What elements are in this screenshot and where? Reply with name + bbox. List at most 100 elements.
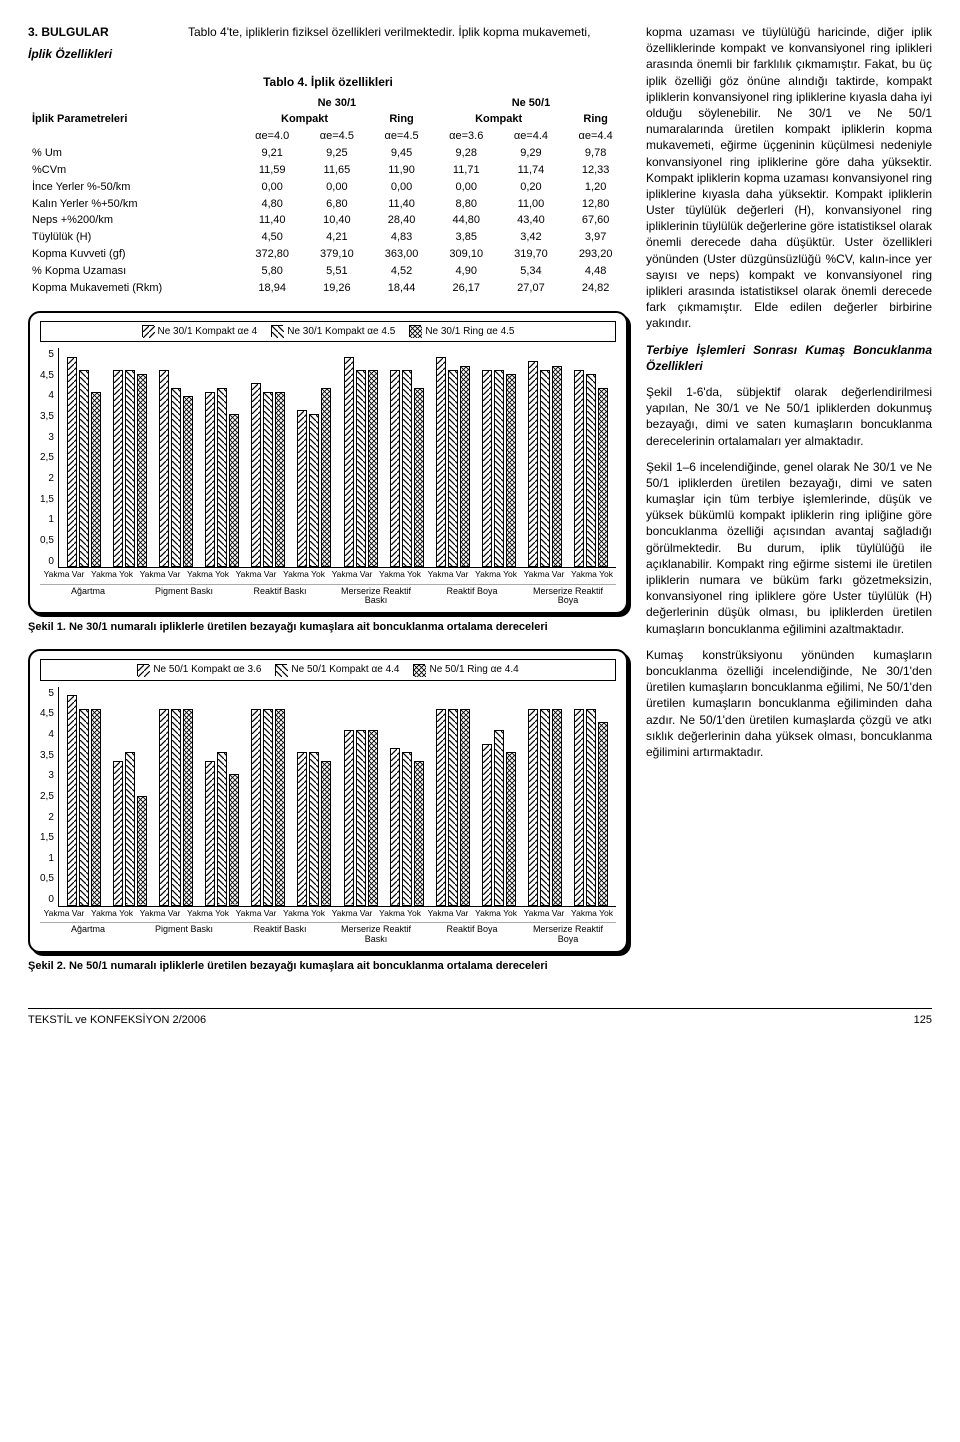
- bar: [552, 709, 562, 906]
- chart1-xaxis-sub: Yakma VarYakma YokYakma VarYakma YokYakm…: [40, 570, 616, 579]
- bar: [574, 370, 584, 567]
- bar: [297, 410, 307, 568]
- table4-cell: 0,00: [305, 179, 370, 196]
- x-proc-label: Merserize Reaktif Boya: [520, 925, 616, 945]
- bar: [402, 752, 412, 905]
- table4-row-label: Kopma Mukavemeti (Rkm): [28, 280, 240, 297]
- chart2-frame: Ne 50/1 Kompakt αe 3.6Ne 50/1 Kompakt αe…: [28, 649, 628, 953]
- table4-cell: 319,70: [499, 246, 564, 263]
- table4-cell: 6,80: [305, 196, 370, 213]
- bar: [309, 414, 319, 567]
- section-number-title: 3. BULGULAR: [28, 24, 168, 40]
- chart1-xaxis-proc: AğartmaPigment BaskıReaktif BaskıMerseri…: [40, 584, 616, 607]
- legend-swatch: [137, 664, 149, 676]
- x-proc-label: Reaktif Baskı: [232, 587, 328, 607]
- table4-cell: 19,26: [305, 280, 370, 297]
- bar: [540, 709, 550, 906]
- table4-alpha: αe=4.4: [563, 128, 628, 145]
- bar: [436, 709, 446, 906]
- legend-item: Ne 30/1 Kompakt αe 4: [142, 325, 258, 339]
- legend-item: Ne 30/1 Kompakt αe 4.5: [271, 325, 395, 339]
- x-sub-label: Yakma Var: [232, 570, 280, 579]
- ytick-label: 4: [40, 389, 54, 403]
- bar: [125, 752, 135, 905]
- bar: [113, 370, 123, 567]
- bar: [263, 392, 273, 567]
- bar: [159, 370, 169, 567]
- table4-cell: 4,48: [563, 263, 628, 280]
- x-sub-label: Yakma Var: [40, 570, 88, 579]
- ytick-label: 2: [40, 811, 54, 825]
- legend-swatch: [409, 325, 421, 337]
- bar: [448, 709, 458, 906]
- table4-cell: 11,71: [434, 162, 499, 179]
- x-sub-label: Yakma Yok: [376, 570, 424, 579]
- table4-cell: 4,50: [240, 229, 305, 246]
- table4-row-label: Tüylülük (H): [28, 229, 240, 246]
- legend-label: Ne 50/1 Kompakt αe 4.4: [291, 663, 399, 677]
- ytick-label: 3,5: [40, 410, 54, 424]
- ytick-label: 0: [40, 555, 54, 569]
- table4-cell: 12,80: [563, 196, 628, 213]
- table4-cell: 27,07: [499, 280, 564, 297]
- x-sub-label: Yakma Var: [424, 570, 472, 579]
- table4: Ne 30/1 Ne 50/1 İplik Parametreleri Komp…: [28, 95, 628, 297]
- bar: [540, 370, 550, 567]
- bar: [574, 709, 584, 906]
- table4-cell: 379,10: [305, 246, 370, 263]
- bar: [460, 366, 470, 567]
- bar-group: [430, 687, 476, 906]
- x-sub-label: Yakma Var: [328, 909, 376, 918]
- legend-swatch: [275, 664, 287, 676]
- table4-cell: 11,90: [369, 162, 434, 179]
- bar: [67, 357, 77, 567]
- bar: [586, 709, 596, 906]
- table4-cell: 26,17: [434, 280, 499, 297]
- table4-subgroup: Ring: [369, 111, 434, 128]
- chart1-caption: Şekil 1. Ne 30/1 numaralı ipliklerle üre…: [28, 620, 628, 635]
- bar: [321, 761, 331, 906]
- bar-group: [568, 687, 614, 906]
- table4-alpha: αe=4.5: [369, 128, 434, 145]
- bar: [205, 392, 215, 567]
- bar: [137, 374, 147, 567]
- bar: [275, 392, 285, 567]
- table4-cell: 11,40: [369, 196, 434, 213]
- bar: [275, 709, 285, 906]
- table4-cell: 11,59: [240, 162, 305, 179]
- section-subtitle: İplik Özellikleri: [28, 46, 168, 62]
- table4-cell: 5,80: [240, 263, 305, 280]
- bar: [321, 388, 331, 568]
- table4-row-label: İnce Yerler %-50/km: [28, 179, 240, 196]
- bar: [494, 370, 504, 567]
- bar-group: [153, 348, 199, 567]
- legend-label: Ne 50/1 Ring αe 4.4: [429, 663, 518, 677]
- bar: [598, 722, 608, 906]
- right-para-1: kopma uzaması ve tüylülüğü haricinde, di…: [646, 24, 932, 332]
- chart1-frame: Ne 30/1 Kompakt αe 4 Ne 30/1 Kompakt αe 4…: [28, 311, 628, 615]
- bar-group: [153, 687, 199, 906]
- bar: [137, 796, 147, 906]
- x-sub-label: Yakma Yok: [568, 570, 616, 579]
- bar: [460, 709, 470, 906]
- table4-cell: 4,52: [369, 263, 434, 280]
- bar: [263, 709, 273, 906]
- table4-cell: 11,74: [499, 162, 564, 179]
- legend-label: Ne 30/1 Kompakt αe 4.5: [287, 325, 395, 339]
- table4-cell: 4,21: [305, 229, 370, 246]
- table4-cell: 309,10: [434, 246, 499, 263]
- bar: [494, 730, 504, 905]
- x-proc-label: Reaktif Baskı: [232, 925, 328, 945]
- bar-group: [107, 348, 153, 567]
- table4-cell: 9,29: [499, 145, 564, 162]
- chart2-yaxis: 00,511,522,533,544,55: [40, 687, 59, 907]
- table4-cell: 3,85: [434, 229, 499, 246]
- x-sub-label: Yakma Var: [40, 909, 88, 918]
- table4-cell: 67,60: [563, 212, 628, 229]
- chart2-plot: [59, 687, 616, 907]
- bar: [344, 730, 354, 905]
- x-sub-label: Yakma Yok: [472, 570, 520, 579]
- x-sub-label: Yakma Yok: [184, 570, 232, 579]
- chart1-plot: [59, 348, 616, 568]
- x-sub-label: Yakma Yok: [376, 909, 424, 918]
